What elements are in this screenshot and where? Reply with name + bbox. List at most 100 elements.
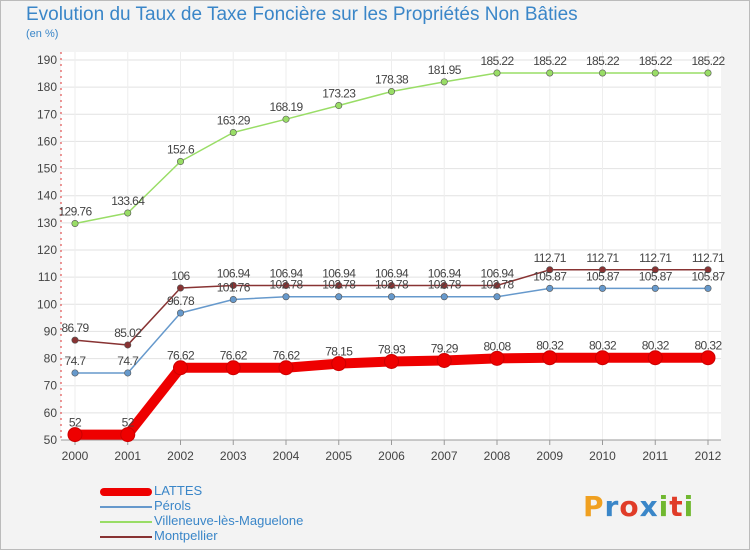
data-label-lattes: 80.32 <box>589 339 617 353</box>
x-tick-label: 2009 <box>536 449 563 463</box>
data-point-perols <box>704 284 712 292</box>
data-label-perols: 105.87 <box>586 269 620 283</box>
chart-title: Evolution du Taux de Taxe Foncière sur l… <box>26 4 578 25</box>
data-point-montpellier <box>177 284 185 292</box>
data-point-perols <box>335 293 343 301</box>
data-point-lattes <box>647 350 663 366</box>
y-tick-label: 50 <box>44 433 58 447</box>
y-axis-unit: (en %) <box>26 28 59 40</box>
y-tick-label: 60 <box>44 406 58 420</box>
data-point-villeneuve-les-maguelone <box>440 78 448 86</box>
data-label-montpellier: 106.94 <box>269 266 303 280</box>
data-label-lattes: 80.32 <box>642 339 670 353</box>
data-label-montpellier: 106.94 <box>217 266 251 280</box>
data-label-villeneuve-les-maguelone: 185.22 <box>586 54 620 68</box>
logo-letter: i <box>683 490 695 523</box>
data-point-perols <box>282 293 290 301</box>
data-point-lattes <box>489 350 505 366</box>
data-label-lattes: 52 <box>122 416 135 430</box>
data-point-lattes <box>595 350 610 366</box>
data-point-montpellier <box>335 281 343 289</box>
data-label-montpellier: 86.79 <box>61 321 89 335</box>
data-label-perols: 74.7 <box>65 354 87 368</box>
data-point-perols <box>493 293 501 301</box>
y-tick-label: 130 <box>37 216 57 230</box>
legend-item-villeneuve: Villeneuve-lès-Maguelone <box>100 513 360 530</box>
data-label-villeneuve-les-maguelone: 185.22 <box>480 54 514 68</box>
data-point-villeneuve-les-maguelone <box>546 69 554 77</box>
data-label-lattes: 80.08 <box>483 339 511 353</box>
proxiti-logo[interactable]: Proxiti <box>583 490 694 523</box>
data-label-perols: 102.78 <box>375 278 409 292</box>
data-label-lattes: 79.29 <box>431 341 459 355</box>
data-label-montpellier: 106.94 <box>480 266 514 280</box>
legend-item-montpellier: Montpellier <box>100 528 360 545</box>
y-tick-label: 70 <box>44 379 58 393</box>
y-tick-label: 120 <box>37 243 57 257</box>
data-point-villeneuve-les-maguelone <box>282 115 290 123</box>
data-label-montpellier: 112.71 <box>586 251 619 265</box>
data-label-perols: 105.87 <box>639 269 673 283</box>
data-label-villeneuve-les-maguelone: 163.29 <box>217 113 251 127</box>
data-label-villeneuve-les-maguelone: 168.19 <box>269 100 303 114</box>
y-tick-label: 100 <box>37 297 57 311</box>
data-point-perols <box>124 369 132 377</box>
y-tick-label: 110 <box>38 270 57 284</box>
data-point-lattes <box>67 427 83 443</box>
data-point-villeneuve-les-maguelone <box>493 69 501 77</box>
data-point-villeneuve-les-maguelone <box>598 69 606 77</box>
data-label-villeneuve-les-maguelone: 173.23 <box>322 87 356 101</box>
x-tick-label: 2005 <box>325 449 352 463</box>
x-tick-label: 2002 <box>167 449 194 463</box>
data-point-montpellier <box>124 341 132 349</box>
data-point-montpellier <box>704 266 712 274</box>
y-tick-label: 190 <box>37 53 57 67</box>
data-label-perols: 102.78 <box>269 278 303 292</box>
y-tick-label: 140 <box>37 189 57 203</box>
data-point-lattes <box>700 350 716 366</box>
data-point-lattes <box>542 350 558 366</box>
data-label-perols: 96.78 <box>167 294 195 308</box>
logo-letter: P <box>583 490 605 523</box>
legend-swatch-villeneuve <box>100 521 152 523</box>
logo-letter: t <box>669 490 684 523</box>
data-label-perols: 105.87 <box>691 269 725 283</box>
data-label-montpellier: 106 <box>171 269 190 283</box>
x-tick-label: 2007 <box>431 449 458 463</box>
data-point-villeneuve-les-maguelone <box>229 128 237 136</box>
y-tick-label: 160 <box>37 134 57 148</box>
data-point-montpellier <box>282 281 290 289</box>
legend-label-montpellier: Montpellier <box>154 528 218 543</box>
y-tick-label: 150 <box>37 162 57 176</box>
legend-item-perols: Pérols <box>100 498 360 515</box>
data-point-perols <box>546 284 554 292</box>
data-point-villeneuve-les-maguelone <box>177 158 185 166</box>
logo-letter: r <box>604 490 620 523</box>
data-point-lattes <box>225 360 241 376</box>
x-tick-label: 2003 <box>220 449 247 463</box>
data-point-villeneuve-les-maguelone <box>335 102 343 110</box>
legend-label-lattes: LATTES <box>154 483 203 498</box>
data-point-villeneuve-les-maguelone <box>124 209 132 217</box>
data-point-villeneuve-les-maguelone <box>704 69 712 77</box>
legend-swatch-perols <box>100 506 152 508</box>
data-label-perols: 102.78 <box>480 278 514 292</box>
data-label-perols: 105.87 <box>533 269 567 283</box>
data-label-lattes: 76.62 <box>272 349 300 363</box>
data-label-villeneuve-les-maguelone: 152.6 <box>167 143 195 157</box>
data-label-perols: 102.78 <box>322 278 356 292</box>
data-label-montpellier: 106.94 <box>322 266 356 280</box>
data-label-villeneuve-les-maguelone: 181.95 <box>428 63 462 77</box>
data-point-montpellier <box>229 281 237 289</box>
x-tick-label: 2012 <box>695 449 722 463</box>
data-label-lattes: 80.32 <box>536 339 564 353</box>
data-point-perols <box>71 369 79 377</box>
data-point-lattes <box>278 360 294 376</box>
data-point-montpellier <box>71 336 79 344</box>
x-tick-label: 2001 <box>114 449 141 463</box>
data-point-perols <box>651 284 659 292</box>
legend-label-villeneuve: Villeneuve-lès-Maguelone <box>154 513 304 528</box>
data-point-villeneuve-les-maguelone <box>71 220 79 228</box>
y-tick-label: 170 <box>37 107 57 121</box>
legend-swatch-montpellier <box>100 536 152 538</box>
